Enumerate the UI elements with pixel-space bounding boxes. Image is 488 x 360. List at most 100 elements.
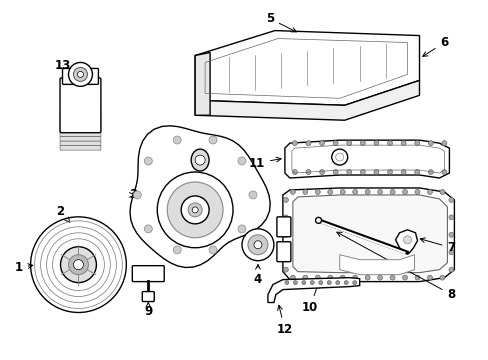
- Circle shape: [208, 136, 217, 144]
- Circle shape: [157, 172, 233, 248]
- Circle shape: [188, 203, 202, 217]
- Circle shape: [448, 215, 453, 220]
- Circle shape: [290, 275, 295, 280]
- Text: 10: 10: [301, 283, 319, 314]
- Circle shape: [144, 157, 152, 165]
- Circle shape: [310, 280, 314, 285]
- Circle shape: [400, 141, 406, 146]
- Polygon shape: [285, 140, 448, 178]
- Polygon shape: [195, 53, 210, 115]
- Circle shape: [352, 189, 357, 194]
- Circle shape: [340, 275, 345, 280]
- Circle shape: [315, 189, 320, 194]
- Circle shape: [448, 232, 453, 237]
- FancyBboxPatch shape: [276, 217, 290, 237]
- Circle shape: [283, 215, 288, 220]
- Circle shape: [365, 275, 369, 280]
- Polygon shape: [292, 195, 447, 273]
- Polygon shape: [395, 230, 417, 253]
- Polygon shape: [130, 126, 270, 267]
- Circle shape: [301, 280, 305, 285]
- Circle shape: [346, 141, 351, 146]
- Circle shape: [400, 170, 406, 175]
- Circle shape: [77, 71, 83, 77]
- Text: 7: 7: [419, 238, 454, 254]
- Circle shape: [326, 280, 330, 285]
- Circle shape: [360, 170, 365, 175]
- FancyBboxPatch shape: [60, 114, 101, 119]
- Circle shape: [373, 141, 378, 146]
- Circle shape: [315, 217, 321, 223]
- Circle shape: [387, 141, 392, 146]
- Circle shape: [173, 136, 181, 144]
- FancyBboxPatch shape: [142, 292, 154, 302]
- FancyBboxPatch shape: [60, 146, 101, 150]
- FancyBboxPatch shape: [132, 266, 164, 282]
- Circle shape: [61, 247, 96, 283]
- Circle shape: [292, 170, 297, 175]
- FancyBboxPatch shape: [60, 137, 101, 141]
- Circle shape: [448, 197, 453, 202]
- Circle shape: [402, 189, 407, 194]
- Text: 8: 8: [336, 232, 455, 301]
- Circle shape: [73, 67, 87, 81]
- FancyBboxPatch shape: [276, 242, 290, 262]
- Circle shape: [402, 275, 407, 280]
- Circle shape: [346, 170, 351, 175]
- Circle shape: [332, 141, 337, 146]
- Circle shape: [427, 170, 432, 175]
- Text: 11: 11: [248, 157, 281, 170]
- Circle shape: [302, 275, 307, 280]
- Circle shape: [208, 246, 217, 254]
- Text: 4: 4: [253, 265, 262, 286]
- Circle shape: [292, 141, 297, 146]
- Circle shape: [389, 189, 394, 194]
- Circle shape: [332, 170, 337, 175]
- Circle shape: [319, 170, 324, 175]
- Text: 5: 5: [265, 12, 296, 32]
- Polygon shape: [195, 31, 419, 105]
- Circle shape: [414, 170, 419, 175]
- FancyBboxPatch shape: [60, 78, 101, 133]
- Circle shape: [253, 241, 262, 249]
- Circle shape: [441, 170, 446, 175]
- Circle shape: [427, 275, 431, 280]
- Circle shape: [414, 141, 419, 146]
- Circle shape: [377, 189, 382, 194]
- Circle shape: [439, 189, 444, 194]
- Circle shape: [327, 189, 332, 194]
- FancyBboxPatch shape: [62, 68, 98, 84]
- FancyBboxPatch shape: [60, 128, 101, 132]
- Circle shape: [192, 207, 198, 213]
- Circle shape: [195, 155, 204, 165]
- Circle shape: [290, 189, 295, 194]
- Circle shape: [305, 141, 310, 146]
- Text: 6: 6: [422, 36, 447, 57]
- Circle shape: [331, 149, 347, 165]
- Circle shape: [242, 229, 273, 261]
- Polygon shape: [339, 255, 414, 275]
- Text: 9: 9: [144, 302, 152, 318]
- Circle shape: [373, 170, 378, 175]
- Circle shape: [387, 170, 392, 175]
- Circle shape: [414, 275, 419, 280]
- Circle shape: [173, 246, 181, 254]
- Circle shape: [340, 189, 345, 194]
- Circle shape: [414, 189, 419, 194]
- Circle shape: [68, 62, 92, 86]
- Circle shape: [238, 225, 245, 233]
- Circle shape: [377, 275, 382, 280]
- Circle shape: [133, 191, 141, 199]
- Circle shape: [285, 280, 288, 285]
- Circle shape: [344, 280, 347, 285]
- Circle shape: [167, 182, 223, 238]
- Circle shape: [365, 189, 369, 194]
- FancyBboxPatch shape: [60, 132, 101, 137]
- Text: 2: 2: [56, 205, 70, 222]
- Circle shape: [448, 267, 453, 272]
- FancyBboxPatch shape: [60, 141, 101, 146]
- Text: 3: 3: [129, 188, 137, 202]
- Circle shape: [439, 275, 444, 280]
- FancyBboxPatch shape: [60, 123, 101, 128]
- Ellipse shape: [191, 149, 209, 171]
